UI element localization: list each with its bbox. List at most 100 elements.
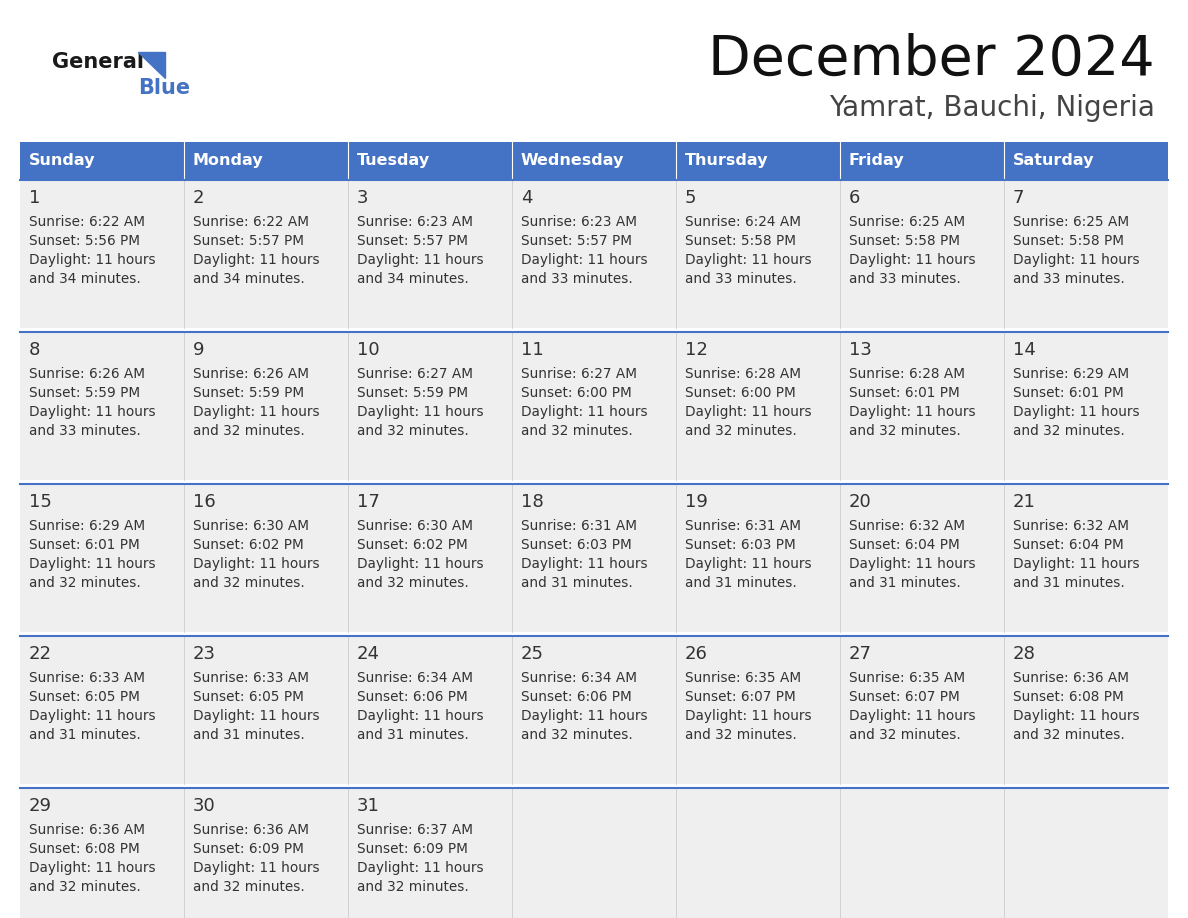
Text: 26: 26: [685, 645, 708, 663]
Text: Daylight: 11 hours: Daylight: 11 hours: [1013, 253, 1139, 267]
Text: Sunset: 6:07 PM: Sunset: 6:07 PM: [685, 690, 796, 704]
Text: Sunset: 6:01 PM: Sunset: 6:01 PM: [29, 538, 140, 552]
Text: Sunrise: 6:33 AM: Sunrise: 6:33 AM: [192, 671, 309, 685]
Text: Sunrise: 6:26 AM: Sunrise: 6:26 AM: [192, 367, 309, 381]
Text: 6: 6: [849, 189, 860, 207]
Text: Sunset: 6:03 PM: Sunset: 6:03 PM: [685, 538, 796, 552]
Text: Daylight: 11 hours: Daylight: 11 hours: [192, 253, 320, 267]
Text: Daylight: 11 hours: Daylight: 11 hours: [849, 253, 975, 267]
Polygon shape: [138, 52, 165, 78]
Text: and 31 minutes.: and 31 minutes.: [685, 576, 797, 590]
Text: 1: 1: [29, 189, 40, 207]
Text: 30: 30: [192, 797, 216, 815]
Text: Daylight: 11 hours: Daylight: 11 hours: [192, 861, 320, 875]
Text: 19: 19: [685, 493, 708, 511]
Text: Sunset: 6:02 PM: Sunset: 6:02 PM: [192, 538, 304, 552]
Text: Sunrise: 6:22 AM: Sunrise: 6:22 AM: [29, 215, 145, 229]
Text: Monday: Monday: [192, 153, 264, 169]
Text: and 33 minutes.: and 33 minutes.: [685, 272, 797, 286]
Text: Daylight: 11 hours: Daylight: 11 hours: [685, 405, 811, 419]
Text: December 2024: December 2024: [708, 33, 1155, 87]
Text: Sunset: 6:06 PM: Sunset: 6:06 PM: [358, 690, 468, 704]
Text: Daylight: 11 hours: Daylight: 11 hours: [29, 405, 156, 419]
Text: Sunrise: 6:24 AM: Sunrise: 6:24 AM: [685, 215, 801, 229]
Text: Daylight: 11 hours: Daylight: 11 hours: [358, 253, 484, 267]
Text: Daylight: 11 hours: Daylight: 11 hours: [849, 405, 975, 419]
Text: Sunrise: 6:27 AM: Sunrise: 6:27 AM: [522, 367, 637, 381]
Text: and 32 minutes.: and 32 minutes.: [192, 424, 305, 438]
Text: Sunset: 6:05 PM: Sunset: 6:05 PM: [192, 690, 304, 704]
Text: Sunset: 6:01 PM: Sunset: 6:01 PM: [1013, 386, 1124, 400]
Text: and 32 minutes.: and 32 minutes.: [1013, 728, 1125, 742]
Text: Daylight: 11 hours: Daylight: 11 hours: [685, 557, 811, 571]
Text: and 32 minutes.: and 32 minutes.: [849, 424, 961, 438]
Text: Sunset: 6:09 PM: Sunset: 6:09 PM: [358, 842, 468, 856]
Bar: [20, 636, 1168, 784]
Text: 17: 17: [358, 493, 380, 511]
Text: Sunset: 6:00 PM: Sunset: 6:00 PM: [522, 386, 632, 400]
Text: 31: 31: [358, 797, 380, 815]
Bar: [840, 142, 1004, 180]
Text: Sunrise: 6:23 AM: Sunrise: 6:23 AM: [522, 215, 637, 229]
Text: and 32 minutes.: and 32 minutes.: [685, 728, 797, 742]
Text: and 34 minutes.: and 34 minutes.: [29, 272, 140, 286]
Text: Sunrise: 6:34 AM: Sunrise: 6:34 AM: [522, 671, 637, 685]
Text: Sunset: 6:08 PM: Sunset: 6:08 PM: [29, 842, 140, 856]
Text: Sunset: 5:58 PM: Sunset: 5:58 PM: [849, 234, 960, 248]
Text: Sunset: 6:02 PM: Sunset: 6:02 PM: [358, 538, 468, 552]
Text: Sunrise: 6:37 AM: Sunrise: 6:37 AM: [358, 823, 473, 837]
Bar: [184, 142, 348, 180]
Text: Daylight: 11 hours: Daylight: 11 hours: [1013, 405, 1139, 419]
Text: Sunday: Sunday: [29, 153, 95, 169]
Text: 3: 3: [358, 189, 368, 207]
Text: and 32 minutes.: and 32 minutes.: [29, 880, 140, 894]
Text: 28: 28: [1013, 645, 1036, 663]
Text: and 32 minutes.: and 32 minutes.: [685, 424, 797, 438]
Text: 29: 29: [29, 797, 52, 815]
Text: 24: 24: [358, 645, 380, 663]
Text: 8: 8: [29, 341, 40, 359]
Text: 27: 27: [849, 645, 872, 663]
Text: Sunset: 6:00 PM: Sunset: 6:00 PM: [685, 386, 796, 400]
Text: and 31 minutes.: and 31 minutes.: [358, 728, 469, 742]
Text: Sunset: 5:59 PM: Sunset: 5:59 PM: [358, 386, 468, 400]
Text: Yamrat, Bauchi, Nigeria: Yamrat, Bauchi, Nigeria: [829, 94, 1155, 122]
Text: Sunrise: 6:31 AM: Sunrise: 6:31 AM: [685, 519, 801, 533]
Text: Sunrise: 6:25 AM: Sunrise: 6:25 AM: [1013, 215, 1129, 229]
Text: Blue: Blue: [138, 78, 190, 98]
Text: and 32 minutes.: and 32 minutes.: [358, 576, 469, 590]
Text: and 31 minutes.: and 31 minutes.: [849, 576, 961, 590]
Text: Sunset: 6:03 PM: Sunset: 6:03 PM: [522, 538, 632, 552]
Bar: [1004, 142, 1168, 180]
Text: 12: 12: [685, 341, 708, 359]
Text: Sunset: 5:58 PM: Sunset: 5:58 PM: [1013, 234, 1124, 248]
Text: Sunrise: 6:30 AM: Sunrise: 6:30 AM: [358, 519, 473, 533]
Bar: [348, 142, 512, 180]
Text: Daylight: 11 hours: Daylight: 11 hours: [192, 405, 320, 419]
Text: Sunrise: 6:33 AM: Sunrise: 6:33 AM: [29, 671, 145, 685]
Text: 4: 4: [522, 189, 532, 207]
Text: 18: 18: [522, 493, 544, 511]
Text: Sunset: 5:57 PM: Sunset: 5:57 PM: [358, 234, 468, 248]
Text: 7: 7: [1013, 189, 1024, 207]
Text: Daylight: 11 hours: Daylight: 11 hours: [685, 709, 811, 723]
Text: Saturday: Saturday: [1013, 153, 1094, 169]
Text: and 31 minutes.: and 31 minutes.: [522, 576, 633, 590]
Text: Friday: Friday: [849, 153, 904, 169]
Text: 13: 13: [849, 341, 872, 359]
Text: and 32 minutes.: and 32 minutes.: [522, 728, 633, 742]
Text: Sunrise: 6:29 AM: Sunrise: 6:29 AM: [1013, 367, 1129, 381]
Bar: [676, 142, 840, 180]
Text: Sunrise: 6:36 AM: Sunrise: 6:36 AM: [192, 823, 309, 837]
Text: 5: 5: [685, 189, 696, 207]
Text: Daylight: 11 hours: Daylight: 11 hours: [358, 709, 484, 723]
Text: Tuesday: Tuesday: [358, 153, 430, 169]
Text: Daylight: 11 hours: Daylight: 11 hours: [522, 557, 647, 571]
Text: Sunrise: 6:30 AM: Sunrise: 6:30 AM: [192, 519, 309, 533]
Text: Sunrise: 6:22 AM: Sunrise: 6:22 AM: [192, 215, 309, 229]
Text: Sunrise: 6:28 AM: Sunrise: 6:28 AM: [849, 367, 965, 381]
Bar: [512, 142, 676, 180]
Text: Sunset: 6:06 PM: Sunset: 6:06 PM: [522, 690, 632, 704]
Bar: [20, 180, 1168, 328]
Text: Daylight: 11 hours: Daylight: 11 hours: [29, 557, 156, 571]
